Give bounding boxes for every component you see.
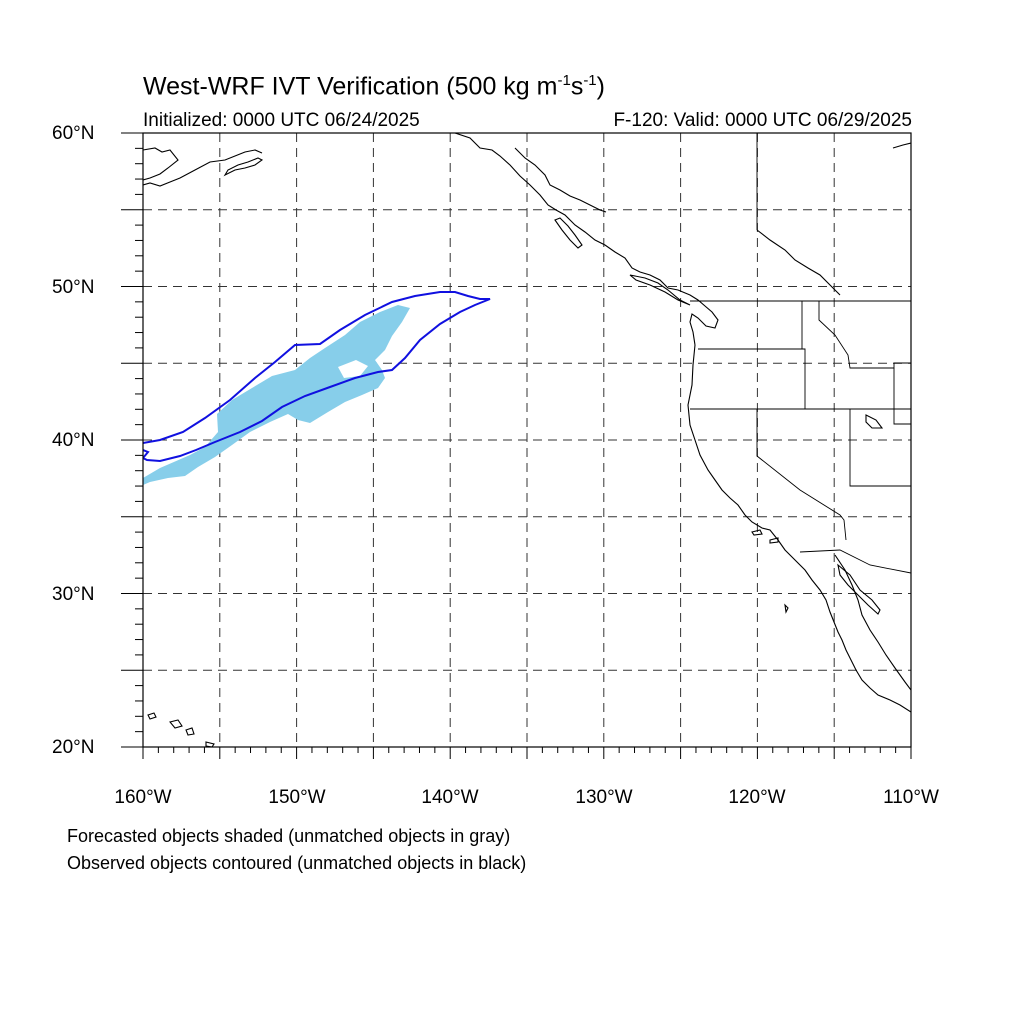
lon-label-150w: 150°W xyxy=(268,787,326,808)
lat-label-60: 60°N xyxy=(52,123,95,144)
observed-note: Observed objects contoured (unmatched ob… xyxy=(67,853,527,873)
observed-ivt-contour xyxy=(143,291,491,463)
political-borders xyxy=(690,133,911,574)
lon-label-120w: 120°W xyxy=(728,787,786,808)
lat-label-30: 30°N xyxy=(52,584,95,605)
lat-label-50: 50°N xyxy=(52,277,95,298)
map-title: West-WRF IVT Verification (500 kg m-1s-1… xyxy=(143,72,605,101)
lon-label-130w: 130°W xyxy=(575,787,633,808)
lon-label-110w: 110°W xyxy=(883,787,939,808)
lon-label-160w: 160°W xyxy=(114,787,172,808)
valid-time-label: F-120: Valid: 0000 UTC 06/29/2025 xyxy=(613,110,912,131)
lat-label-40: 40°N xyxy=(52,430,95,451)
lon-label-140w: 140°W xyxy=(421,787,479,808)
init-time-label: Initialized: 0000 UTC 06/24/2025 xyxy=(143,110,420,131)
coastline xyxy=(143,133,911,747)
lat-label-20: 20°N xyxy=(52,737,95,758)
forecast-note: Forecasted objects shaded (unmatched obj… xyxy=(67,826,511,846)
graticule xyxy=(143,133,911,747)
forecast-ivt-object xyxy=(143,305,410,485)
axis-ticks xyxy=(121,132,912,759)
